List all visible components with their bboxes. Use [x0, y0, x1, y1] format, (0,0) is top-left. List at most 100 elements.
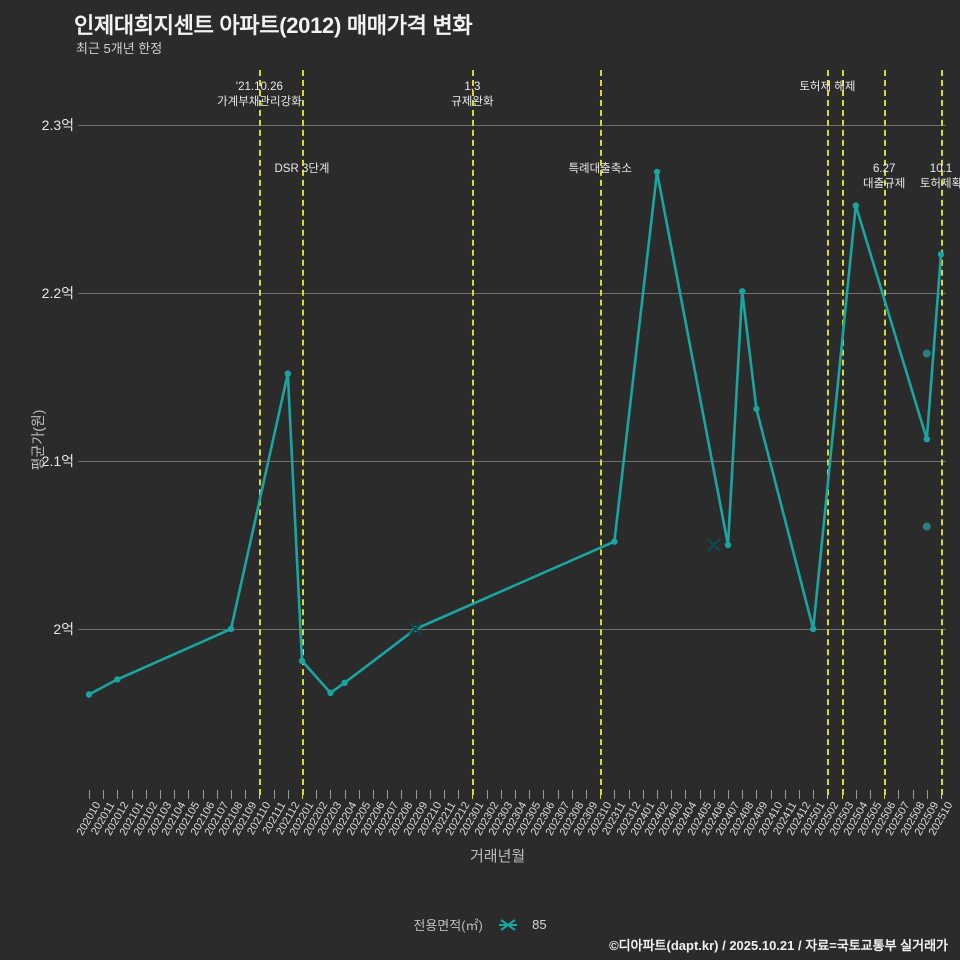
event-annotation-line1: DSR 3단계 [274, 163, 330, 175]
x-axis-tick [216, 790, 218, 799]
x-axis-tick [160, 790, 161, 799]
event-annotation: 특례대출축소 [568, 162, 631, 177]
x-axis-tick [202, 790, 204, 799]
x-axis-tick [642, 790, 644, 799]
data-point[interactable] [852, 202, 859, 209]
y-axis-title: 평균가(원) [30, 409, 46, 471]
x-axis-tick [458, 790, 460, 799]
x-axis-tick [571, 790, 573, 799]
event-annotation-line2: 토허제확 [919, 178, 960, 190]
data-point-outlier[interactable] [922, 349, 931, 358]
x-axis-tick [784, 790, 786, 799]
y-axis-tick-label: 2억 [53, 621, 74, 637]
x-cross-marker-icon [706, 538, 721, 552]
page-subtitle: 최근 5개년 한정 [76, 41, 163, 56]
x-axis-tick [728, 790, 729, 799]
x-axis-tick [898, 790, 900, 799]
x-axis-tick [401, 790, 403, 799]
x-axis-tick [557, 790, 559, 799]
gridline [78, 461, 946, 462]
x-axis-tick [273, 790, 275, 799]
x-axis-tick [756, 790, 758, 799]
x-axis-tick [827, 790, 829, 799]
x-axis-tick [287, 790, 289, 799]
x-axis-tick [841, 790, 843, 799]
x-axis-tick [529, 790, 531, 799]
x-axis-tick [926, 790, 928, 799]
gridline [78, 293, 946, 294]
x-axis-tick [941, 790, 942, 799]
x-axis-tick [500, 790, 502, 799]
event-annotation-line2: 규제완화 [451, 96, 494, 108]
x-axis-tick [415, 790, 417, 799]
x-axis-tick [131, 790, 133, 799]
data-point[interactable] [85, 691, 93, 698]
x-axis-tick [912, 790, 914, 799]
event-annotation-line2: 대출규제 [863, 178, 906, 190]
x-axis-tick [259, 790, 261, 799]
x-cross-marker-icon [495, 918, 521, 932]
x-axis-tick [429, 790, 431, 799]
x-axis-tick [870, 790, 871, 799]
x-axis-tick [799, 790, 800, 799]
event-annotation-line1: 토허제 해제 [799, 81, 856, 93]
x-axis-tick [586, 790, 587, 799]
event-vline [841, 70, 844, 795]
data-point[interactable] [284, 370, 291, 377]
event-annotation: 1.3 규제완화 [451, 80, 493, 110]
gridline [78, 125, 946, 126]
legend: 전용면적(㎡) 85 [0, 915, 960, 934]
data-point-outlier[interactable] [922, 522, 931, 531]
event-annotation-line2: 가계부채관리강화 [217, 96, 302, 108]
data-point[interactable] [653, 168, 661, 176]
data-point[interactable] [753, 405, 760, 413]
event-annotation: 10.1 토허제확 [920, 162, 960, 192]
x-axis-tick [103, 790, 105, 799]
x-axis-tick [685, 790, 687, 799]
event-annotation: 토허제 해제 [799, 80, 855, 95]
event-annotation-line1: 10.1 [929, 163, 953, 175]
page-title: 인제대희지센트 아파트(2012) 매매가격 변화 [74, 13, 473, 38]
legend-label: 전용면적(㎡) [413, 918, 483, 933]
x-axis-tick [486, 790, 488, 799]
x-axis-tick [387, 790, 389, 799]
data-point[interactable] [341, 679, 348, 686]
x-axis-tick [358, 790, 360, 799]
x-axis-tick [245, 790, 247, 799]
gridline [78, 629, 946, 630]
legend-value[interactable]: 85 [532, 917, 547, 932]
x-axis-tick [884, 790, 886, 799]
data-point[interactable] [114, 676, 121, 683]
x-axis-tick [344, 790, 346, 799]
x-axis-tick [302, 790, 303, 799]
x-axis-tick [444, 790, 445, 799]
x-axis-tick [231, 790, 232, 799]
x-axis-tick [188, 790, 190, 799]
x-axis-tick [316, 790, 318, 799]
x-axis-tick [699, 790, 701, 799]
event-vline [302, 70, 304, 795]
y-axis-tick-label: 2.2억 [41, 285, 74, 301]
x-axis-tick [515, 790, 516, 799]
x-axis-tick [330, 790, 332, 799]
data-point[interactable] [724, 541, 732, 549]
data-point[interactable] [923, 436, 930, 443]
event-vline [827, 70, 830, 795]
event-annotation: DSR 3단계 [274, 162, 329, 177]
x-axis-tick [770, 790, 772, 799]
x-axis-tick [813, 790, 815, 799]
event-annotation-line1: 6.27 [872, 163, 896, 175]
y-axis-tick-label: 2.1억 [41, 453, 74, 469]
data-point[interactable] [327, 689, 334, 696]
x-axis-tick [600, 790, 602, 799]
series-polyline [88, 170, 943, 696]
x-axis-tick [657, 790, 658, 799]
x-axis-tick [614, 790, 616, 799]
x-axis-tick [628, 790, 630, 799]
event-annotation-line1: 특례대출축소 [568, 163, 632, 175]
footer-credit: ©디아파트(dapt.kr) / 2025.10.21 / 자료=국토교통부 실… [609, 938, 948, 953]
data-point[interactable] [611, 538, 618, 545]
event-annotation-line1: 1.3 [464, 81, 481, 93]
